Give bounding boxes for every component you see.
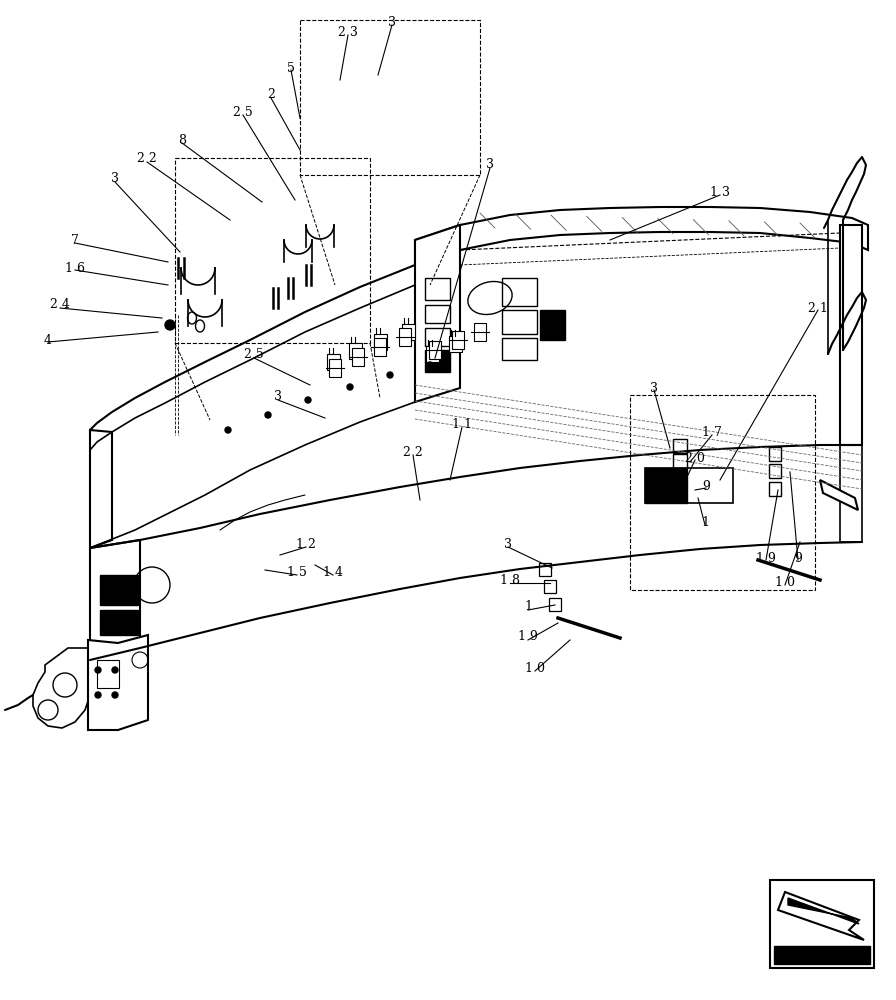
- Text: 3: 3: [504, 538, 512, 550]
- Bar: [673, 469, 687, 483]
- Bar: [769, 447, 781, 461]
- Text: 9: 9: [794, 552, 802, 564]
- Text: 2 2: 2 2: [403, 446, 423, 458]
- Bar: [426, 346, 439, 362]
- Bar: [452, 331, 464, 349]
- Polygon shape: [88, 635, 148, 730]
- Bar: [425, 350, 450, 372]
- Bar: [429, 341, 441, 359]
- Bar: [374, 334, 387, 350]
- Text: 3: 3: [486, 158, 494, 172]
- Text: 3: 3: [650, 381, 658, 394]
- Bar: [399, 328, 411, 346]
- Circle shape: [165, 320, 175, 330]
- Text: 2 2: 2 2: [137, 151, 157, 164]
- Bar: [349, 343, 362, 359]
- Circle shape: [387, 372, 393, 378]
- Text: 1 5: 1 5: [287, 566, 307, 578]
- Bar: [502, 338, 537, 360]
- Polygon shape: [90, 540, 140, 660]
- Bar: [425, 278, 450, 300]
- Bar: [352, 348, 364, 366]
- Bar: [539, 563, 551, 576]
- Bar: [549, 598, 561, 611]
- Text: 2 1: 2 1: [808, 302, 828, 314]
- Text: 2: 2: [267, 89, 275, 102]
- Text: 8: 8: [178, 133, 186, 146]
- Polygon shape: [840, 225, 862, 445]
- Bar: [425, 305, 450, 323]
- Bar: [327, 354, 340, 370]
- Text: 1 9: 1 9: [518, 631, 538, 644]
- Text: 3: 3: [111, 172, 119, 184]
- Polygon shape: [840, 445, 862, 542]
- Bar: [645, 468, 687, 503]
- Text: 1 2: 1 2: [296, 538, 316, 550]
- Bar: [97, 660, 119, 688]
- Bar: [300, 20, 480, 175]
- Text: 7: 7: [71, 233, 79, 246]
- Text: 2 0: 2 0: [685, 452, 705, 464]
- Text: 1 3: 1 3: [710, 186, 730, 198]
- Bar: [100, 610, 138, 635]
- Text: 1: 1: [524, 600, 532, 613]
- Circle shape: [112, 692, 118, 698]
- Bar: [769, 464, 781, 478]
- Bar: [329, 359, 341, 377]
- Text: 1 0: 1 0: [525, 662, 545, 674]
- Text: 1 9: 1 9: [756, 552, 776, 564]
- Text: 1 1: 1 1: [452, 418, 472, 430]
- Text: 1 6: 1 6: [65, 261, 85, 274]
- Circle shape: [305, 397, 311, 403]
- Bar: [630, 395, 815, 590]
- Circle shape: [347, 384, 353, 390]
- Polygon shape: [820, 480, 858, 510]
- Bar: [673, 454, 687, 468]
- Polygon shape: [415, 225, 460, 402]
- Text: 3: 3: [274, 390, 282, 403]
- Text: 1 4: 1 4: [323, 566, 343, 578]
- Bar: [544, 580, 556, 593]
- Polygon shape: [415, 207, 868, 265]
- Bar: [645, 468, 733, 503]
- Text: 2 3: 2 3: [338, 25, 358, 38]
- Text: 3: 3: [388, 15, 396, 28]
- Text: 5: 5: [287, 62, 295, 75]
- Bar: [502, 278, 537, 306]
- Text: 2 5: 2 5: [233, 105, 253, 118]
- Bar: [770, 880, 874, 968]
- Circle shape: [95, 692, 101, 698]
- Bar: [769, 482, 781, 496]
- Bar: [502, 310, 537, 334]
- Text: 1 7: 1 7: [702, 426, 722, 438]
- Text: 9: 9: [702, 480, 710, 492]
- Bar: [100, 575, 138, 605]
- Circle shape: [225, 427, 231, 433]
- Bar: [474, 323, 486, 341]
- Text: 1 0: 1 0: [775, 576, 795, 588]
- Polygon shape: [90, 430, 112, 548]
- Bar: [175, 158, 370, 343]
- Polygon shape: [788, 898, 859, 924]
- Text: 2 5: 2 5: [244, 349, 264, 361]
- Bar: [402, 324, 415, 340]
- Text: 4: 4: [44, 334, 52, 347]
- Circle shape: [112, 667, 118, 673]
- Bar: [774, 946, 870, 964]
- Text: 2 4: 2 4: [50, 298, 70, 312]
- Circle shape: [265, 412, 271, 418]
- Text: 1: 1: [701, 516, 709, 528]
- Bar: [540, 310, 565, 340]
- Text: 1 8: 1 8: [500, 574, 520, 586]
- Circle shape: [427, 362, 433, 368]
- Bar: [425, 328, 450, 346]
- Bar: [449, 336, 462, 352]
- Circle shape: [95, 667, 101, 673]
- Bar: [673, 439, 687, 453]
- Bar: [673, 487, 687, 501]
- Polygon shape: [33, 648, 90, 728]
- Bar: [374, 338, 386, 356]
